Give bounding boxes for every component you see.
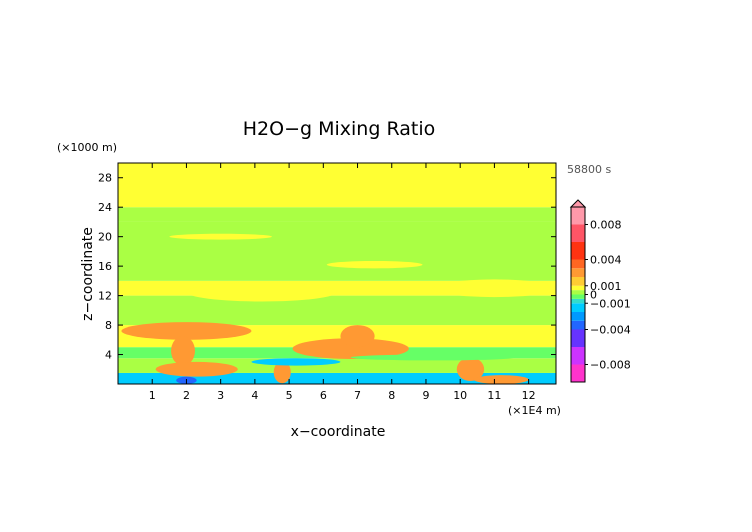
y-tick-label-28: 28 — [98, 172, 112, 185]
field-feature-14 — [326, 260, 423, 269]
time-label: 58800 s — [567, 163, 611, 176]
x-tick-label-3: 3 — [217, 389, 224, 402]
field-band-4 — [118, 295, 556, 326]
colorbar-bin-13 — [571, 242, 585, 260]
x-tick-label-5: 5 — [286, 389, 293, 402]
y-tick-label-4: 4 — [105, 349, 112, 362]
field-feature-6 — [456, 357, 485, 382]
colorbar-bin-0 — [571, 364, 585, 382]
y-tick-label-8: 8 — [105, 319, 112, 332]
colorbar-extend-arrow — [569, 199, 587, 208]
field-feature-5 — [273, 361, 291, 384]
field-band-0 — [118, 372, 556, 384]
x-tick-label-10: 10 — [453, 389, 467, 402]
field-band-7 — [118, 207, 556, 222]
colorbar-label-3: 0 — [590, 289, 597, 302]
field-feature-10 — [350, 354, 515, 361]
field-feature-12 — [186, 282, 337, 302]
x-tick-label-4: 4 — [251, 389, 258, 402]
y-tick-label-20: 20 — [98, 231, 112, 244]
field-feature-9 — [251, 358, 341, 366]
colorbar-label-0: 0.008 — [590, 219, 622, 232]
field-feature-4 — [340, 325, 375, 348]
colorbar-label-2: 0.001 — [590, 280, 622, 293]
field-feature-0 — [121, 322, 252, 340]
x-tick-label-6: 6 — [320, 389, 327, 402]
x-tick-label-1: 1 — [149, 389, 156, 402]
x-tick-label-7: 7 — [354, 389, 361, 402]
colorbar-bin-15 — [571, 207, 585, 225]
x-tick-label-12: 12 — [522, 389, 536, 402]
contour-field — [118, 163, 556, 385]
colorbar-bin-12 — [571, 259, 585, 269]
field-feature-2 — [155, 361, 238, 377]
field-feature-13 — [432, 279, 556, 298]
colorbar-bin-14 — [571, 224, 585, 242]
colorbar-bin-3 — [571, 320, 585, 330]
colorbar-bin-8 — [571, 290, 585, 295]
colorbar-bin-9 — [571, 285, 585, 291]
y-tick-label-24: 24 — [98, 201, 112, 214]
field-feature-1 — [171, 336, 195, 366]
colorbar-bin-5 — [571, 303, 585, 312]
colorbar-bin-1 — [571, 347, 585, 365]
colorbar-bin-7 — [571, 294, 585, 299]
x-axis-label: x−coordinate — [291, 424, 386, 440]
field-feature-7 — [473, 375, 529, 384]
colorbar-label-1: 0.004 — [590, 254, 622, 267]
plot-frame — [117, 162, 557, 385]
y-unit-label: (×1000 m) — [57, 141, 117, 154]
colorbar-bin-4 — [571, 312, 585, 321]
y-axis-label: z−coordinate — [80, 227, 96, 321]
field-feature-15 — [169, 233, 272, 240]
y-tick-label-16: 16 — [98, 260, 112, 273]
x-tick-label-2: 2 — [183, 389, 190, 402]
x-tick-label-11: 11 — [487, 389, 501, 402]
y-tick-label-12: 12 — [98, 290, 112, 303]
field-feature-3 — [292, 338, 409, 359]
colorbar-bin-11 — [571, 268, 585, 277]
x-tick-label-9: 9 — [422, 389, 429, 402]
field-band-6 — [118, 221, 556, 281]
colorbar-label-4: −0.001 — [590, 297, 631, 310]
field-band-8 — [118, 163, 556, 208]
colorbar-label-5: −0.004 — [590, 324, 631, 337]
colorbar-bin-6 — [571, 298, 585, 304]
colorbar-bin-2 — [571, 329, 585, 347]
x-unit-label: (×1E4 m) — [508, 404, 561, 417]
field-feature-11 — [514, 347, 556, 357]
x-tick-label-8: 8 — [388, 389, 395, 402]
colorbar-label-6: −0.008 — [590, 359, 631, 372]
chart-title: H2O−g Mixing Ratio — [243, 118, 435, 140]
colorbar-bin-10 — [571, 277, 585, 286]
